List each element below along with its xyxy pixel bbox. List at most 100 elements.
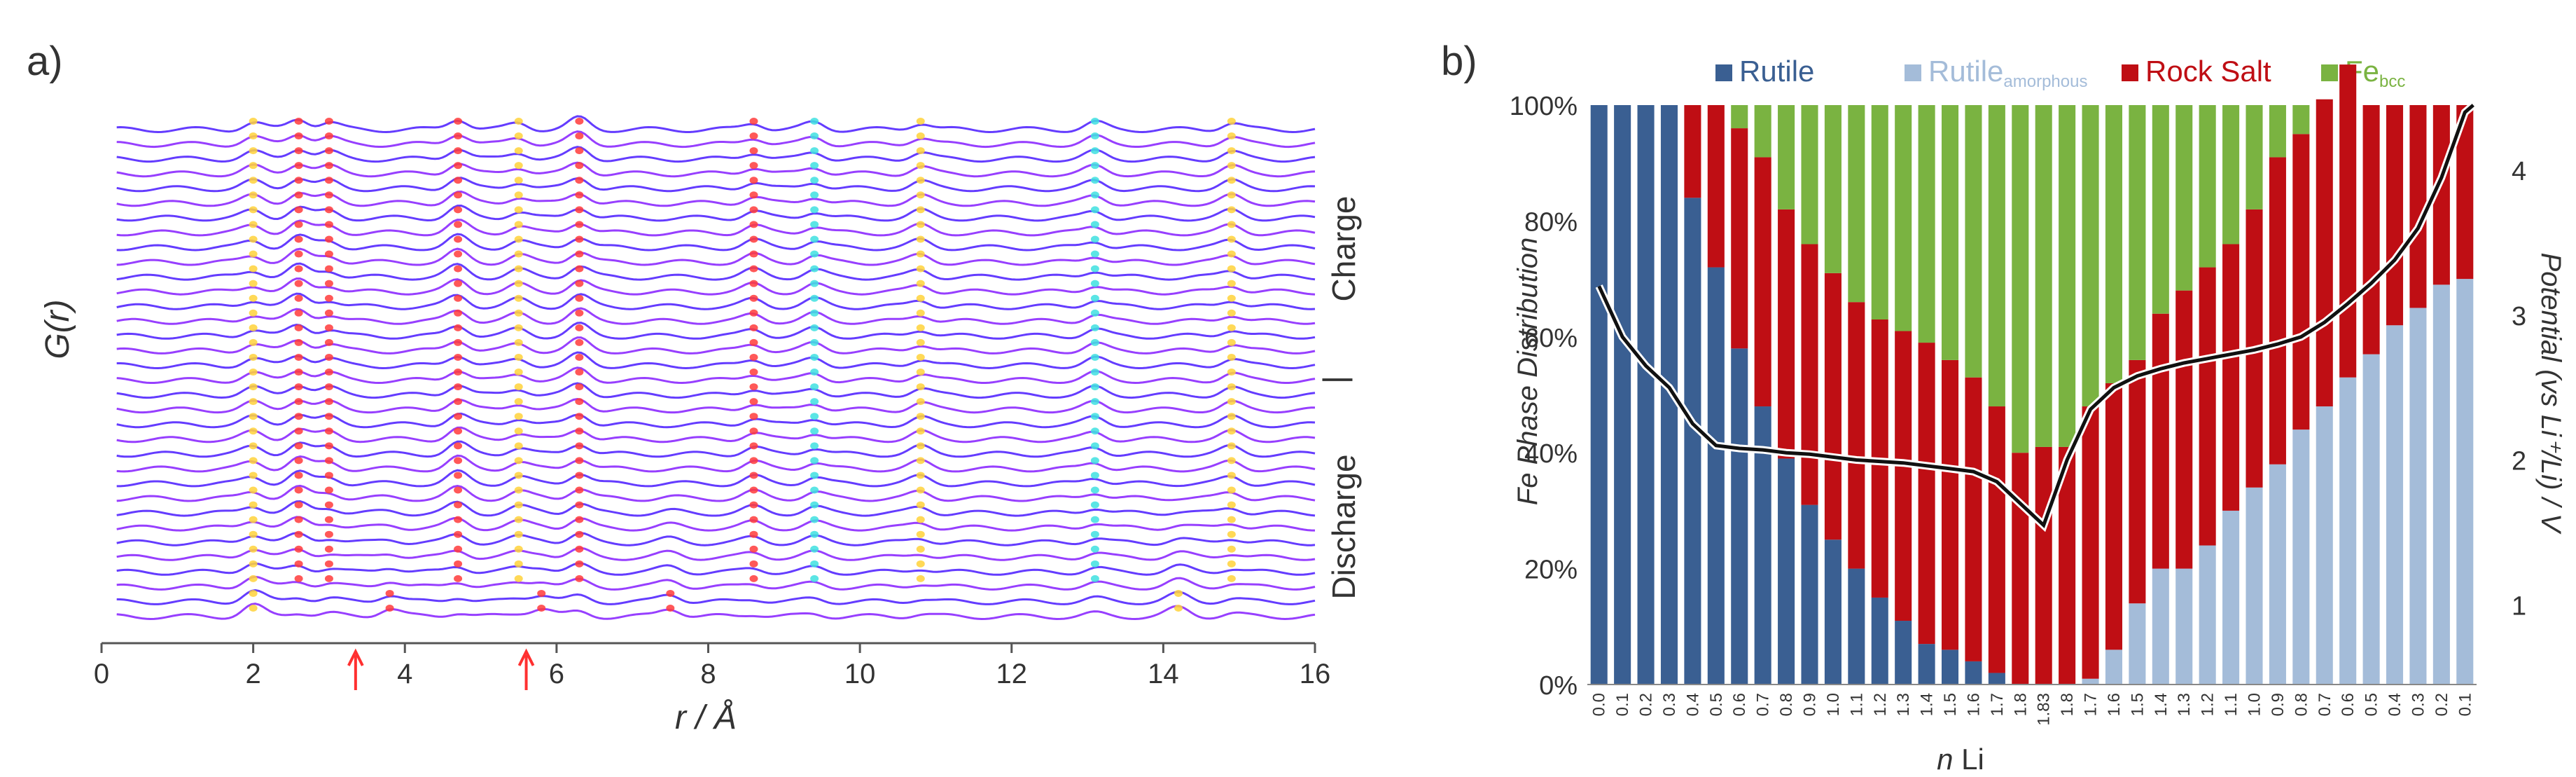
peak-highlight <box>749 177 758 184</box>
bar-segment <box>2199 267 2216 546</box>
x-tick-label: 0.1 <box>2456 693 2474 716</box>
peak-highlight <box>324 118 333 125</box>
peak-highlight <box>249 413 258 420</box>
peak-highlight <box>454 472 463 479</box>
x-tick-label: 4 <box>397 659 412 689</box>
peak-highlight <box>1227 147 1236 155</box>
peak-highlight <box>1090 560 1099 568</box>
bar-segment <box>2409 105 2427 308</box>
peak-highlight <box>249 280 258 287</box>
x-tick-label: 12 <box>996 659 1028 689</box>
y2-tick-label: 1 <box>2512 591 2526 621</box>
peak-highlight <box>575 575 584 582</box>
peak-highlight <box>1090 353 1099 361</box>
peak-highlight <box>810 132 819 140</box>
peak-highlight <box>514 457 523 465</box>
peak-highlight <box>454 369 463 376</box>
peak-highlight <box>749 413 758 420</box>
bar-segment <box>1778 458 1795 685</box>
peak-highlight <box>514 250 523 258</box>
peak-highlight <box>749 221 758 228</box>
peak-highlight <box>294 575 303 582</box>
x-label-italic: n <box>1937 743 1953 776</box>
peak-highlight <box>749 265 758 273</box>
peak-highlight <box>1090 177 1099 184</box>
bar-segment <box>2222 244 2240 511</box>
bar-segment <box>1731 348 1748 685</box>
gr-trace <box>116 440 1316 458</box>
x-tick-label: 1.0 <box>1824 693 1843 716</box>
peak-highlight <box>1090 427 1099 435</box>
bar-segment <box>1965 105 1982 378</box>
peak-highlight <box>916 280 925 287</box>
x-tick-label: 1.4 <box>2152 693 2171 716</box>
y-tick-label: 60% <box>1524 324 1578 353</box>
x-tick-label: 1.5 <box>1941 693 1960 716</box>
peak-highlight <box>249 177 258 184</box>
bar-segment <box>2222 510 2240 685</box>
peak-highlight <box>810 235 819 243</box>
x-tick-label: 0.6 <box>2339 693 2358 716</box>
bar-segment <box>2292 134 2310 430</box>
x-tick-label: 2 <box>246 659 261 689</box>
peak-highlight <box>249 530 258 538</box>
peak-highlight <box>1090 280 1099 287</box>
peak-highlight <box>514 383 523 391</box>
peak-highlight <box>810 147 819 155</box>
peak-highlight <box>324 442 333 450</box>
bar-segment <box>1778 105 1795 209</box>
peak-highlight <box>514 132 523 140</box>
peak-highlight <box>454 191 463 199</box>
x-tick-label: 0 <box>94 659 109 689</box>
peak-highlight <box>916 191 925 199</box>
peak-highlight <box>575 265 584 273</box>
bar-segment <box>1918 105 1935 343</box>
bar-segment <box>1801 105 1818 245</box>
peak-highlight <box>324 235 333 243</box>
peak-highlight <box>1090 457 1099 465</box>
peak-highlight <box>749 486 758 494</box>
panel-a-y-axis-label: G(r) <box>39 299 76 359</box>
peak-highlight <box>1090 206 1099 214</box>
peak-highlight <box>810 118 819 125</box>
peak-highlight <box>454 545 463 553</box>
peak-highlight <box>575 442 584 450</box>
peak-highlight <box>514 398 523 406</box>
peak-highlight <box>749 309 758 317</box>
peak-highlight <box>324 427 333 435</box>
x-tick-label: 0.5 <box>1707 693 1726 716</box>
peak-highlight <box>810 383 819 391</box>
gr-trace <box>116 603 1316 621</box>
peak-highlight <box>1090 221 1099 228</box>
peak-highlight <box>810 369 819 376</box>
peak-highlight <box>1227 250 1236 258</box>
bar-segment <box>2292 105 2310 135</box>
peak-highlight <box>810 309 819 317</box>
peak-highlight <box>454 324 463 331</box>
x-tick-label: 0.8 <box>1777 693 1796 716</box>
peak-highlight <box>1090 442 1099 450</box>
bar-segment <box>1965 377 1982 661</box>
peak-arrow <box>517 648 535 690</box>
peak-highlight <box>294 442 303 450</box>
x-tick-label: 0.9 <box>1801 693 1820 716</box>
x-tick-label: 1.1 <box>1847 693 1866 716</box>
peak-highlight <box>249 398 258 406</box>
peak-highlight <box>324 369 333 376</box>
peak-highlight <box>514 545 523 553</box>
peak-highlight <box>916 575 925 582</box>
gr-trace <box>116 177 1316 193</box>
bar-segment <box>2105 105 2123 383</box>
peak-highlight <box>514 530 523 538</box>
peak-highlight <box>916 338 925 346</box>
peak-highlight <box>916 221 925 228</box>
bar-segment <box>2035 105 2052 447</box>
potential-curve <box>1597 104 2474 529</box>
peak-highlight <box>810 191 819 199</box>
bar-segment <box>2175 290 2193 569</box>
peak-highlight <box>454 309 463 317</box>
peak-highlight <box>916 427 925 435</box>
x-tick-label: 1.8 <box>2011 693 2030 716</box>
peak-highlight <box>514 486 523 494</box>
peak-highlight <box>1227 177 1236 184</box>
